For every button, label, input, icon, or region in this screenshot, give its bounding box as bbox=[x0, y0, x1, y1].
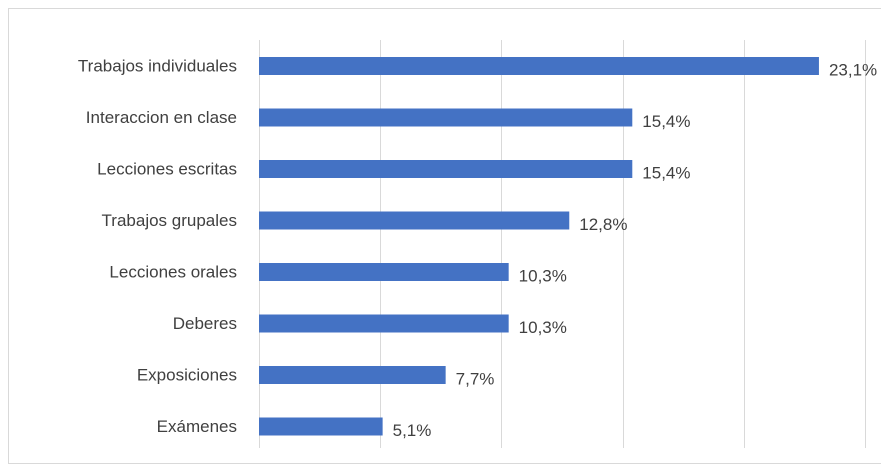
category-label: Lecciones escritas bbox=[97, 160, 237, 179]
bar bbox=[259, 57, 819, 75]
bar bbox=[259, 417, 383, 436]
value-labels: 23,1% 15,4% 15,4% 12,8% 10,3% 10,3% 7,7% 5,1% bbox=[393, 61, 878, 441]
bar bbox=[259, 108, 633, 127]
category-labels: Trabajos individuales Interaccion en clas… bbox=[78, 57, 237, 437]
gridlines bbox=[259, 40, 866, 448]
category-label: Trabajos individuales bbox=[78, 57, 237, 76]
category-label: Exposiciones bbox=[137, 366, 237, 385]
category-label: Lecciones orales bbox=[109, 263, 237, 282]
bar bbox=[259, 263, 509, 281]
category-label: Deberes bbox=[173, 314, 237, 333]
data-label: 7,7% bbox=[456, 370, 495, 389]
bar bbox=[259, 366, 446, 384]
data-label: 10,3% bbox=[519, 318, 567, 337]
bar bbox=[259, 211, 570, 230]
bars bbox=[259, 57, 819, 436]
category-label: Trabajos grupales bbox=[102, 211, 237, 230]
bar bbox=[259, 314, 509, 333]
data-label: 15,4% bbox=[642, 112, 690, 131]
data-label: 5,1% bbox=[393, 421, 432, 440]
category-label: Interaccion en clase bbox=[86, 108, 237, 127]
bar bbox=[259, 160, 633, 178]
category-label: Exámenes bbox=[157, 417, 237, 436]
data-label: 15,4% bbox=[642, 164, 690, 183]
data-label: 10,3% bbox=[519, 267, 567, 286]
chart-frame bbox=[8, 8, 881, 464]
data-label: 23,1% bbox=[829, 61, 877, 80]
data-label: 12,8% bbox=[579, 215, 627, 234]
